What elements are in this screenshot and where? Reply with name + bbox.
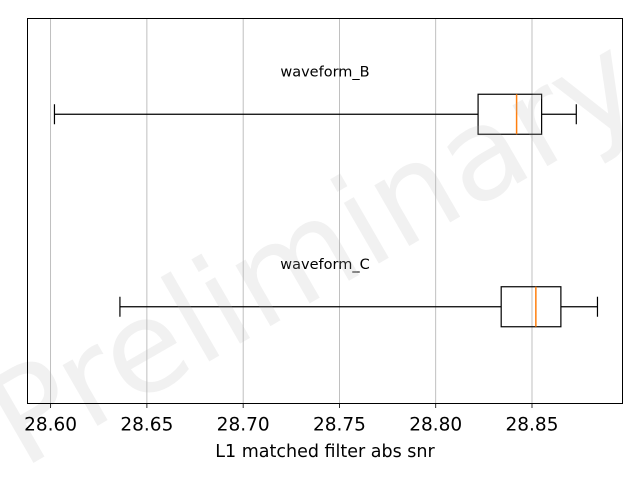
box-waveform_C <box>500 286 562 328</box>
x-axis-ticks: 28.60 28.65 28.70 28.75 28.80 28.85 <box>24 403 559 436</box>
x-tick-label-4: 28.80 <box>409 415 462 436</box>
x-tick-label-1: 28.65 <box>120 415 173 436</box>
plot-frame <box>27 18 623 404</box>
series-label-waveform_B: waveform_B <box>280 64 369 80</box>
series-label-waveform_C: waveform_C <box>280 257 369 273</box>
x-tick-label-2: 28.70 <box>217 415 270 436</box>
box-waveform_B <box>477 93 543 135</box>
boxes: waveform_B waveform_C <box>53 64 599 328</box>
x-tick-label-0: 28.60 <box>24 415 77 436</box>
x-tick-label-3: 28.75 <box>313 415 366 436</box>
x-axis-label: L1 matched filter abs snr <box>215 442 435 462</box>
x-tick-label-5: 28.85 <box>506 415 559 436</box>
box-group-waveform_C: waveform_C <box>119 257 599 328</box>
grid-lines <box>50 18 533 404</box>
box-group-waveform_B: waveform_B <box>53 64 577 135</box>
